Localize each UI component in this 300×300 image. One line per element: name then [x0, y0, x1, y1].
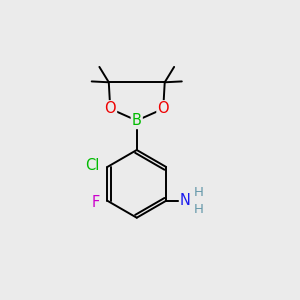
Text: F: F — [92, 195, 100, 210]
Text: Cl: Cl — [85, 158, 99, 173]
Text: O: O — [104, 101, 116, 116]
Text: O: O — [158, 101, 169, 116]
Text: N: N — [180, 193, 191, 208]
Text: B: B — [132, 113, 142, 128]
Text: H: H — [194, 186, 204, 199]
Text: H: H — [194, 202, 204, 215]
